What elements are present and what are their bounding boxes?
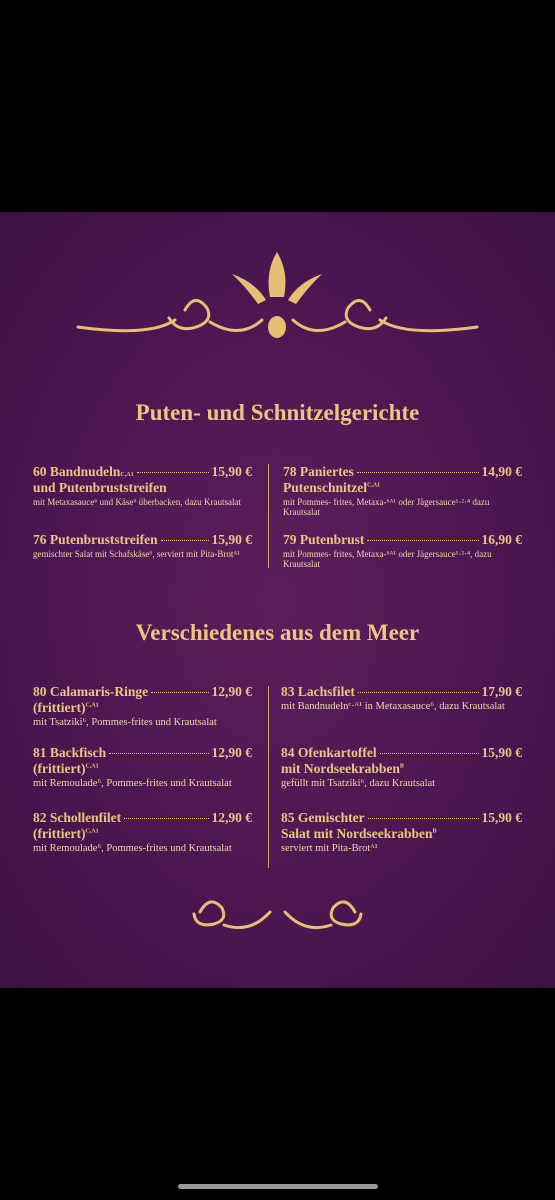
item-name: 81 Backfisch xyxy=(33,745,107,760)
item-price: 12,90 € xyxy=(211,684,253,699)
item-description: gefüllt mit Tsatziki⁶, dazu Krautsalat xyxy=(281,778,436,789)
item-price: 15,90 € xyxy=(211,464,253,479)
item-row: 60 Bandnudeln C,A1 15,90 € xyxy=(33,464,252,480)
allergen-code: C,A1 xyxy=(85,763,99,770)
subtitle-text: Salat mit Nordseekrabben xyxy=(281,826,433,841)
item-row: 82 Schollenfilet 12,90 € xyxy=(33,810,252,826)
item-row: 84 Ofenkartoffel 15,90 € xyxy=(281,745,522,761)
item-description: mit Metaxasauce⁶ und Käse⁶ überbacken, d… xyxy=(33,497,241,507)
item-description: gemischter Salat mit Schafskäse⁶, servie… xyxy=(33,549,240,559)
section-title: Verschiedenes aus dem Meer xyxy=(135,620,420,645)
home-indicator xyxy=(178,1184,378,1189)
item-subtitle: (frittiert)C,A1 xyxy=(33,761,252,777)
section-title: Puten- und Schnitzelgerichte xyxy=(135,400,420,425)
allergen-code: B xyxy=(432,828,437,835)
item-price: 15,90 € xyxy=(481,810,523,825)
item-price: 17,90 € xyxy=(481,684,523,699)
item-name: 78 Paniertes xyxy=(283,464,354,479)
dot-leader xyxy=(367,818,479,819)
menu-page xyxy=(0,212,555,988)
dot-leader xyxy=(109,753,209,754)
item-subtitle: (frittiert)C,A1 xyxy=(33,826,252,842)
column-divider xyxy=(268,686,269,868)
dot-leader xyxy=(367,540,479,541)
item-name: 60 Bandnudeln xyxy=(33,464,121,479)
subtitle-text: (frittiert) xyxy=(33,761,86,776)
menu-item: 82 Schollenfilet 12,90 € (frittiert)C,A1 mi… xyxy=(33,810,252,854)
item-row: 80 Calamaris-Ringe 12,90 € xyxy=(33,684,252,700)
menu-item: 85 Gemischter 15,90 € Salat mit Nordseekra… xyxy=(281,810,522,854)
item-row: 81 Backfisch 12,90 € xyxy=(33,745,252,761)
item-name: 79 Putenbrust xyxy=(283,532,365,547)
subtitle-text: und Putenbruststreifen xyxy=(33,480,167,495)
item-description: serviert mit Pita-Brotᴬ¹ xyxy=(281,843,378,854)
item-row: 79 Putenbrust 16,90 € xyxy=(283,532,522,548)
item-price: 12,90 € xyxy=(211,810,253,825)
dot-leader xyxy=(136,472,209,473)
subtitle-text: Putenschnitzel xyxy=(283,480,367,495)
menu-item: 76 Putenbruststreifen 15,90 € gemischter S… xyxy=(33,532,252,559)
menu-item: 81 Backfisch 12,90 € (frittiert)C,A1 mit Re… xyxy=(33,745,252,789)
item-description: mit Pommes- frites, Metaxa-⁶ᴬ¹ oder Jäge… xyxy=(283,497,490,517)
item-subtitle: PutenschnitzelC,A1 xyxy=(283,480,522,496)
subtitle-text: (frittiert) xyxy=(33,700,86,715)
dot-leader xyxy=(124,818,209,819)
item-row: 85 Gemischter 15,90 € xyxy=(281,810,522,826)
dot-leader xyxy=(356,472,479,473)
item-description: mit Pommes- frites, Metaxa-⁶ᴬ¹ oder Jäge… xyxy=(283,549,492,569)
item-price: 12,90 € xyxy=(211,745,253,760)
item-subtitle: mit NordseekrabbenB xyxy=(281,761,522,777)
item-subtitle: und Putenbruststreifen xyxy=(33,480,252,496)
allergen-code: C,A1 xyxy=(367,482,381,489)
item-name: 82 Schollenfilet xyxy=(33,810,122,825)
dot-leader xyxy=(357,692,479,693)
item-description: mit Remoulade⁶, Pommes-frites und Krauts… xyxy=(33,778,232,789)
menu-item: 79 Putenbrust 16,90 € mit Pommes- frites, … xyxy=(283,532,522,569)
allergen-code: C,A1 xyxy=(85,828,99,835)
item-name: 83 Lachsfilet xyxy=(281,684,355,699)
ornaments xyxy=(76,252,479,930)
allergen-code: B xyxy=(399,763,404,770)
item-row: 83 Lachsfilet 17,90 € xyxy=(281,684,522,700)
subtitle-text: (frittiert) xyxy=(33,826,86,841)
item-name: 80 Calamaris-Ringe xyxy=(33,684,149,699)
menu-item: 78 Paniertes 14,90 € PutenschnitzelC,A1 mit… xyxy=(283,464,522,517)
item-price: 15,90 € xyxy=(211,532,253,547)
menu-item: 80 Calamaris-Ringe 12,90 € (frittiert)C,A1… xyxy=(33,684,252,728)
item-name: 76 Putenbruststreifen xyxy=(33,532,158,547)
menu-item: 60 Bandnudeln C,A1 15,90 € und Putenbrustst… xyxy=(33,464,252,507)
allergen-code: C,A1 xyxy=(85,702,99,709)
item-name: 85 Gemischter xyxy=(281,810,365,825)
item-subtitle: (frittiert)C,A1 xyxy=(33,700,252,716)
dot-leader xyxy=(379,753,479,754)
dot-leader xyxy=(151,692,209,693)
item-price: 16,90 € xyxy=(481,532,523,547)
item-subtitle: Salat mit NordseekrabbenB xyxy=(281,826,522,842)
item-description: mit Tsatziki⁶, Pommes-frites und Krautsa… xyxy=(33,717,217,728)
subtitle-text: mit Nordseekrabben xyxy=(281,761,400,776)
item-row: 78 Paniertes 14,90 € xyxy=(283,464,522,480)
menu-item: 83 Lachsfilet 17,90 € mit Bandnudelnᶜ·ᴬ¹ i… xyxy=(281,684,522,712)
item-description: mit Remoulade⁶, Pommes-frites und Krauts… xyxy=(33,843,232,854)
item-row: 76 Putenbruststreifen 15,90 € xyxy=(33,532,252,548)
column-divider xyxy=(268,464,269,568)
menu-item: 84 Ofenkartoffel 15,90 € mit Nordseekrabbe… xyxy=(281,745,522,789)
item-name: 84 Ofenkartoffel xyxy=(281,745,377,760)
item-price: 15,90 € xyxy=(481,745,523,760)
item-price: 14,90 € xyxy=(481,464,523,479)
allergen-code: C,A1 xyxy=(120,472,134,478)
item-description: mit Bandnudelnᶜ·ᴬ¹ in Metaxasauce⁶, dazu… xyxy=(281,701,505,712)
dot-leader xyxy=(160,540,209,541)
